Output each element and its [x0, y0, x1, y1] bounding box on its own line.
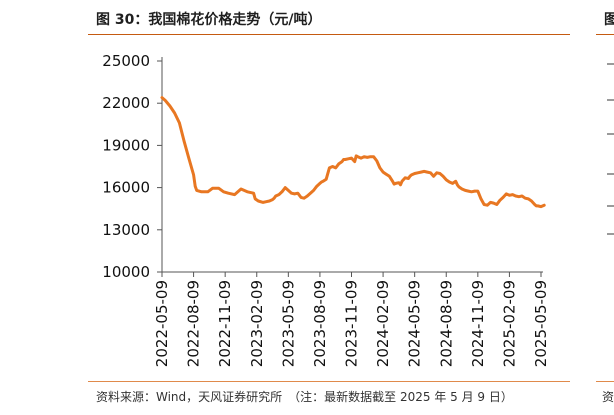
x-tick-label: 2024-08-09	[437, 280, 455, 367]
neighbor-source-divider	[596, 381, 614, 382]
x-tick-label: 2022-05-09	[153, 280, 171, 367]
title-underline	[88, 34, 570, 35]
x-tick-label: 2023-02-09	[248, 280, 266, 367]
neighbor-figure-title-fragment: 图	[604, 12, 614, 28]
x-tick-label: 2023-05-09	[279, 280, 297, 367]
x-tick-label: 2023-11-09	[343, 280, 361, 367]
y-tick-label: 13000	[102, 221, 150, 239]
neighbor-chart-fragment	[607, 55, 614, 255]
x-tick-label: 2024-02-09	[374, 280, 392, 367]
y-tick-label: 22000	[102, 94, 150, 112]
figure-title: 图 30：我国棉花价格走势（元/吨）	[96, 12, 322, 28]
x-tick-label: 2025-05-09	[532, 280, 550, 367]
x-tick-label: 2023-08-09	[311, 280, 329, 367]
x-tick-label: 2022-08-09	[185, 280, 203, 367]
x-tick-label: 2022-11-09	[216, 280, 234, 367]
chart-axes	[157, 57, 543, 277]
x-tick-label: 2024-05-09	[406, 280, 424, 367]
series-layer	[160, 96, 546, 209]
series-line-cotton-price	[160, 96, 546, 209]
source-divider	[88, 381, 570, 382]
y-tick-label: 10000	[102, 263, 150, 281]
figure-source-note: 资料来源：Wind，天风证券研究所 （注：最新数据截至 2025 年 5 月 9…	[96, 390, 513, 404]
neighbor-source-fragment: 资	[602, 390, 614, 404]
y-tick-label: 25000	[102, 52, 150, 70]
x-axis-tick-labels: 2022-05-09 2022-08-09 2022-11-09 2023-02-09…	[153, 280, 550, 367]
x-tick-label: 2024-11-09	[469, 280, 487, 367]
y-axis-tick-labels: 10000 13000 16000 19000 22000 25000	[102, 52, 150, 281]
x-tick-label: 2025-02-09	[500, 280, 518, 367]
neighbor-title-underline	[596, 34, 614, 35]
y-tick-label: 19000	[102, 136, 150, 154]
y-tick-label: 16000	[102, 179, 150, 197]
